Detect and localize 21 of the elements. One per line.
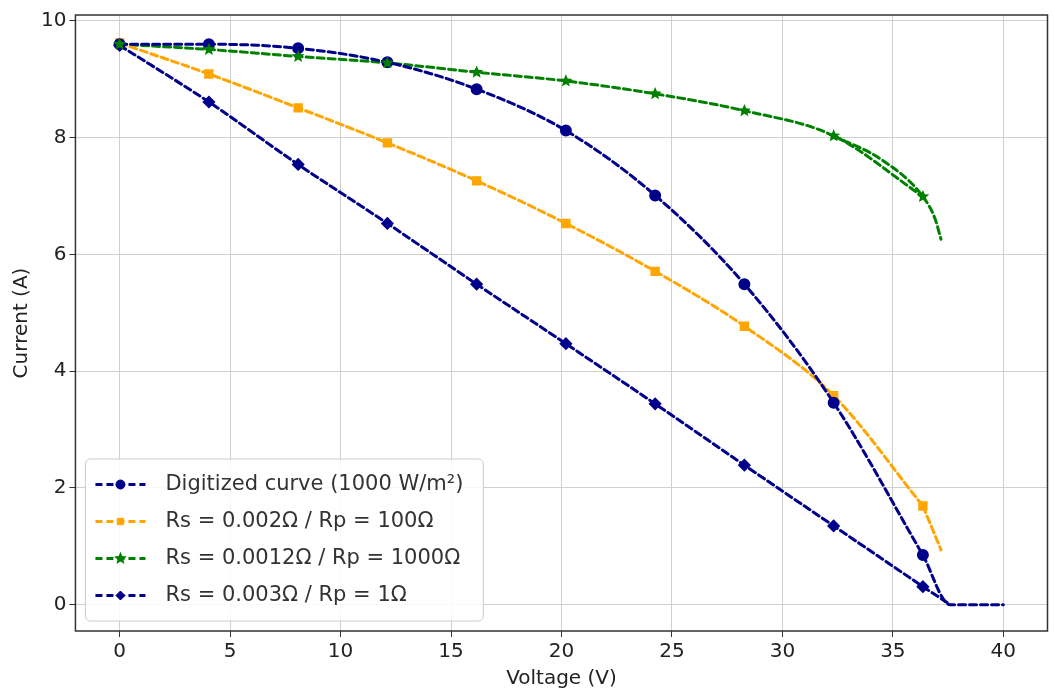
x-tick-label: 40 <box>990 638 1017 663</box>
y-tick-label: 10 <box>41 7 67 32</box>
x-tick-label: 0 <box>113 638 126 663</box>
legend-label: Rs = 0.0012Ω / Rp = 1000Ω <box>165 544 461 569</box>
x-axis-title: Voltage (V) <box>506 665 617 690</box>
y-axis-title: Current (A) <box>8 267 33 379</box>
y-tick-label: 6 <box>53 240 67 265</box>
legend-label: Rs = 0.002Ω / Rp = 100Ω <box>165 507 434 532</box>
x-tick-label: 10 <box>327 638 354 663</box>
x-tick-label: 20 <box>548 638 575 663</box>
x-tick-label: 25 <box>659 638 685 663</box>
legend-label: Digitized curve (1000 W/m²) <box>165 470 464 495</box>
y-tick-label: 0 <box>53 590 67 615</box>
y-tick-label: 4 <box>53 357 67 382</box>
y-tick-label: 2 <box>53 474 67 499</box>
x-tick-label: 35 <box>880 638 906 663</box>
y-tick-label: 8 <box>53 123 67 148</box>
x-tick-label: 15 <box>438 638 464 663</box>
x-tick-label: 30 <box>769 638 796 663</box>
x-tick-label: 5 <box>223 638 237 663</box>
legend-label: Rs = 0.003Ω / Rp = 1Ω <box>165 581 407 606</box>
